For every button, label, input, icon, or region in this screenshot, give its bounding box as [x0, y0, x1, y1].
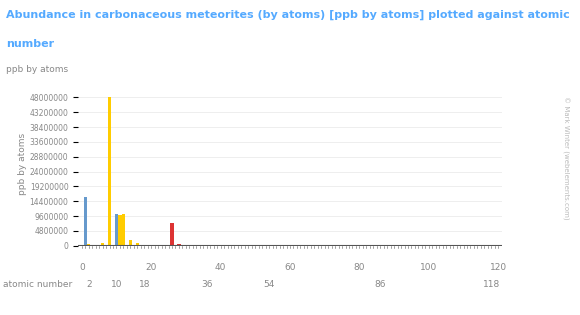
Text: 120: 120	[490, 263, 507, 272]
Bar	[108, 97, 111, 246]
Text: 100: 100	[420, 263, 437, 272]
Bar	[122, 214, 125, 246]
Y-axis label: ppb by atoms: ppb by atoms	[18, 133, 27, 195]
Bar	[87, 244, 90, 246]
Bar	[101, 243, 104, 246]
Bar	[104, 245, 108, 246]
Bar	[129, 240, 132, 246]
Text: 54: 54	[263, 280, 275, 289]
Bar	[118, 215, 121, 246]
Bar	[84, 197, 87, 246]
Text: 18: 18	[139, 280, 150, 289]
Bar	[115, 214, 118, 246]
Bar	[143, 245, 146, 246]
Text: 2: 2	[86, 280, 92, 289]
Text: 60: 60	[284, 263, 296, 272]
Bar	[136, 243, 139, 246]
Text: Abundance in carbonaceous meteorites (by atoms) [ppb by atoms] plotted against a: Abundance in carbonaceous meteorites (by…	[6, 9, 570, 20]
Text: 36: 36	[201, 280, 212, 289]
Bar	[171, 222, 173, 246]
Text: 40: 40	[215, 263, 226, 272]
Text: 20: 20	[146, 263, 157, 272]
Bar	[177, 244, 180, 246]
Text: 118: 118	[483, 280, 500, 289]
Text: 0: 0	[79, 263, 85, 272]
Text: 80: 80	[354, 263, 365, 272]
Text: number: number	[6, 39, 54, 49]
Bar	[125, 245, 128, 246]
Text: 10: 10	[111, 280, 122, 289]
Text: 86: 86	[375, 280, 386, 289]
Text: © Mark Winter (webelements.com): © Mark Winter (webelements.com)	[562, 96, 569, 219]
Text: ppb by atoms: ppb by atoms	[6, 65, 68, 74]
Text: atomic number: atomic number	[3, 280, 72, 289]
